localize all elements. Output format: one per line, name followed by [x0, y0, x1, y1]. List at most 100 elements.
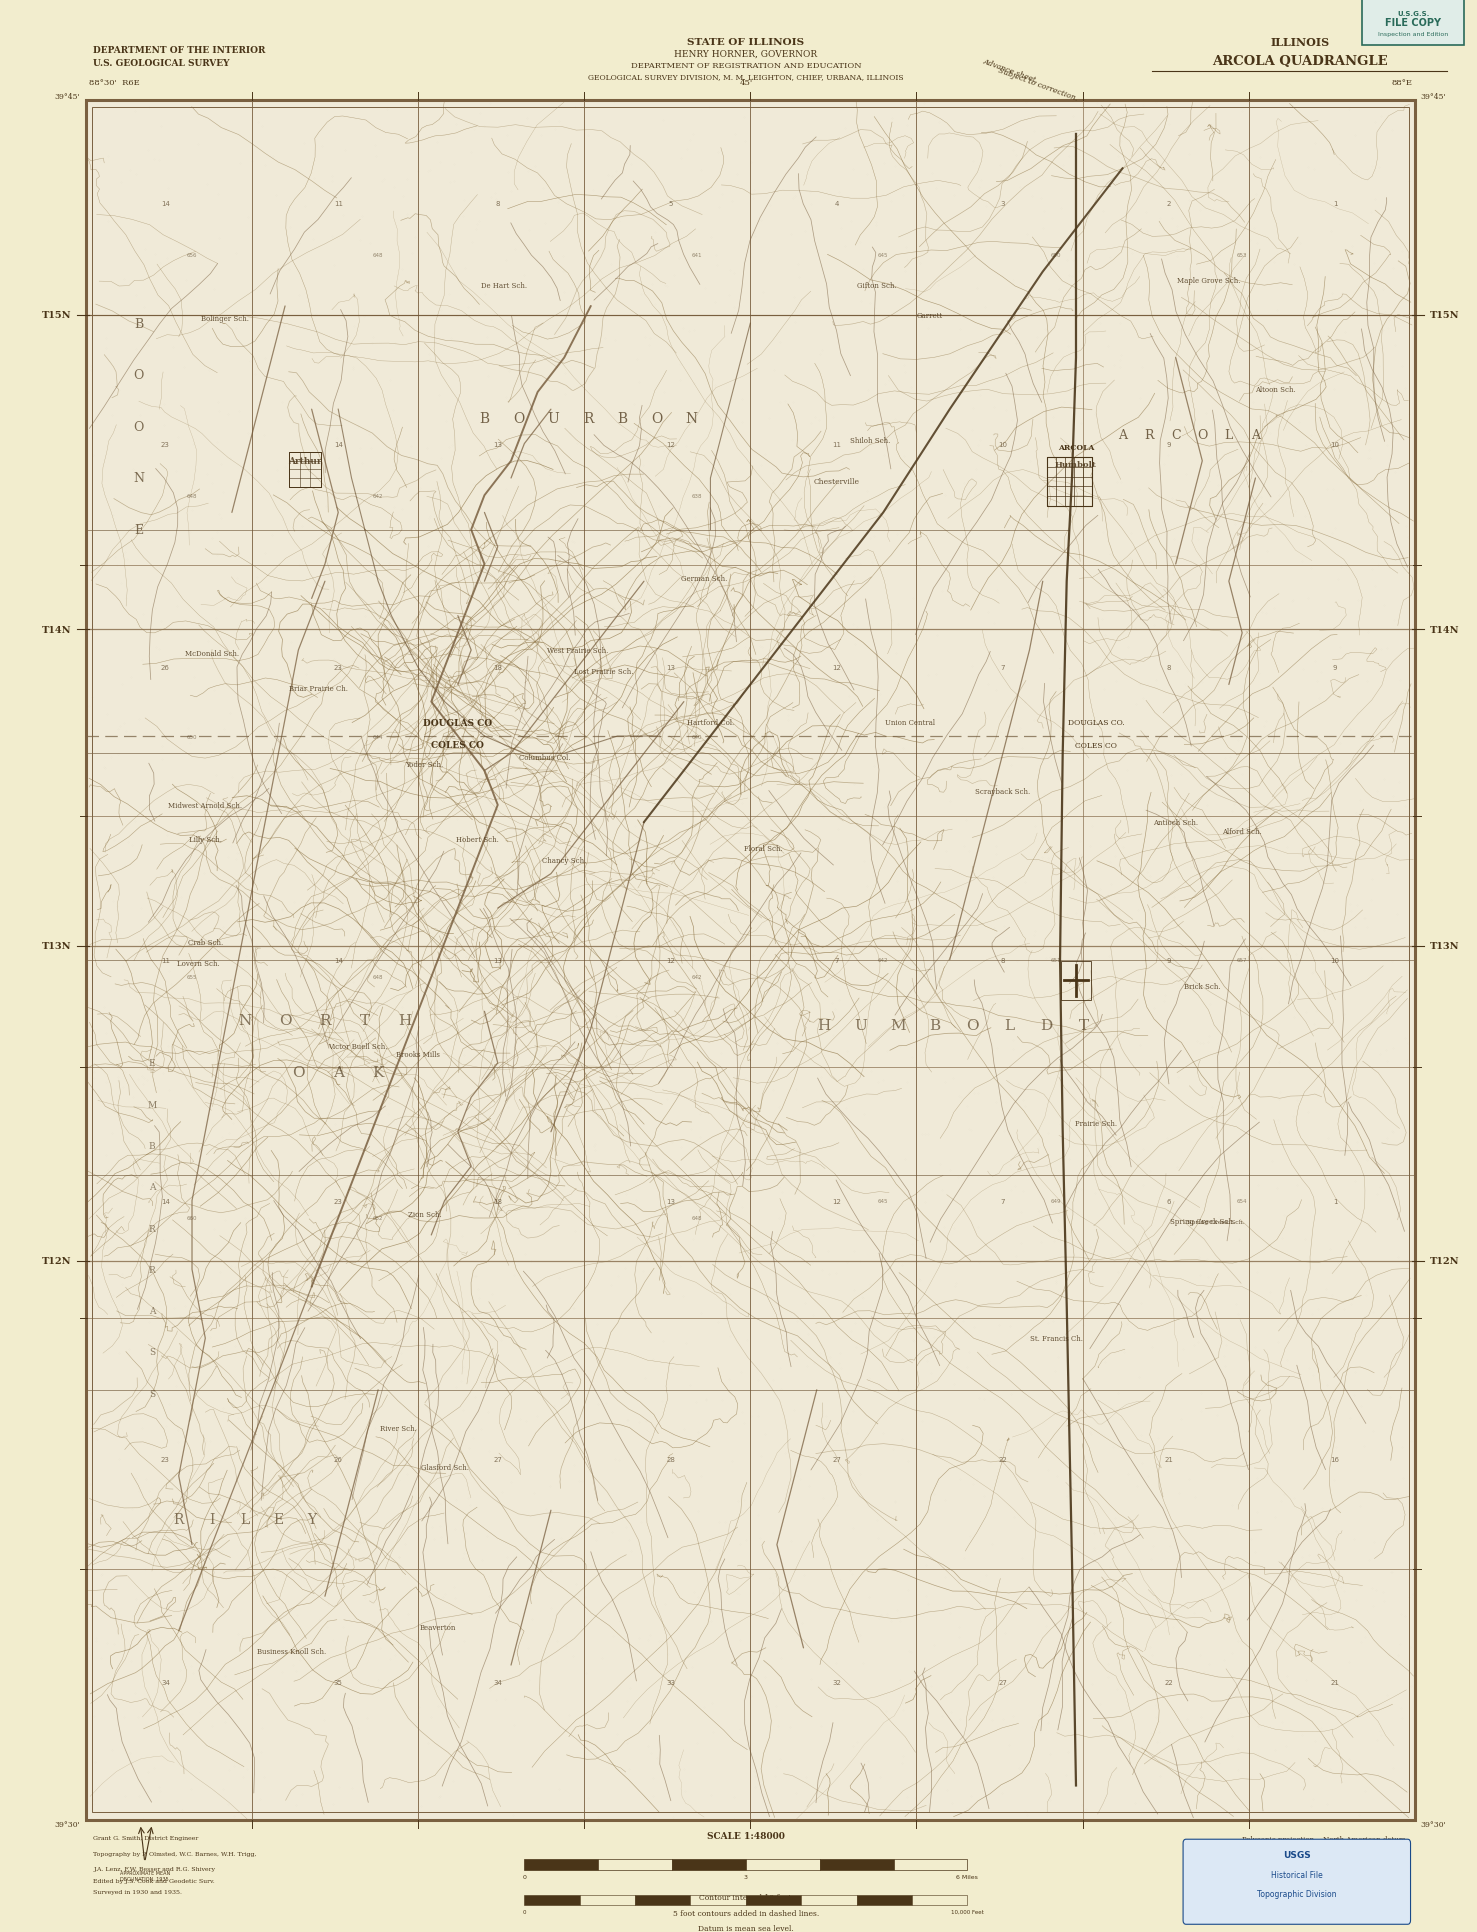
Bar: [894, 1859, 967, 1870]
Text: T12N: T12N: [41, 1256, 71, 1265]
Text: O: O: [1196, 429, 1208, 442]
Text: A: A: [149, 1306, 155, 1316]
Bar: [579, 1895, 635, 1905]
Text: D: D: [1041, 1018, 1053, 1032]
Bar: [672, 1859, 746, 1870]
Text: 8: 8: [1167, 665, 1171, 670]
Text: GEOLOGICAL SURVEY DIVISION, M. M. LEIGHTON, CHIEF, URBANA, ILLINOIS: GEOLOGICAL SURVEY DIVISION, M. M. LEIGHT…: [588, 73, 904, 81]
Text: A: A: [332, 1065, 344, 1078]
Text: SCALE 1:48000: SCALE 1:48000: [707, 1832, 784, 1841]
Text: Topography by P. Olmsted, W.C. Barnes, W.H. Trigg,: Topography by P. Olmsted, W.C. Barnes, W…: [93, 1851, 257, 1857]
Text: 648: 648: [691, 1215, 703, 1221]
Text: 26: 26: [334, 1457, 343, 1463]
Text: R: R: [1145, 429, 1154, 442]
Text: 34: 34: [493, 1679, 502, 1685]
Text: 39°45': 39°45': [55, 93, 80, 100]
Text: U: U: [854, 1018, 867, 1032]
Text: T13N: T13N: [1430, 943, 1459, 951]
Text: Alford Sch.: Alford Sch.: [1223, 827, 1261, 835]
Text: ILLINOIS: ILLINOIS: [1270, 37, 1329, 48]
Text: 23: 23: [161, 440, 170, 448]
Text: 9: 9: [1167, 956, 1171, 964]
Text: Historical File: Historical File: [1270, 1870, 1323, 1878]
Text: 14: 14: [161, 201, 170, 207]
Text: 13: 13: [493, 956, 502, 964]
Text: N: N: [239, 1014, 251, 1028]
Text: N: N: [133, 471, 145, 485]
Text: McDonald Sch.: McDonald Sch.: [185, 651, 239, 659]
Text: T: T: [360, 1014, 369, 1028]
Bar: [524, 1895, 579, 1905]
Text: 638: 638: [691, 493, 703, 498]
Text: 27: 27: [832, 1457, 842, 1463]
Text: Y: Y: [307, 1513, 316, 1526]
Text: USGS: USGS: [1284, 1851, 1310, 1859]
Text: 4: 4: [835, 201, 839, 207]
Text: 642: 642: [691, 976, 703, 980]
Text: 32: 32: [832, 1679, 842, 1685]
Text: Hartford Col.: Hartford Col.: [687, 719, 734, 726]
Text: N: N: [685, 412, 699, 425]
Text: 2: 2: [1167, 201, 1171, 207]
Text: 656: 656: [186, 253, 198, 257]
Text: 10,000 Feet: 10,000 Feet: [951, 1909, 984, 1915]
Text: West Prairie Sch.: West Prairie Sch.: [546, 647, 609, 655]
Text: Humbolt: Humbolt: [1055, 462, 1097, 469]
Text: River Sch.: River Sch.: [380, 1424, 417, 1432]
Text: 0: 0: [523, 1909, 526, 1915]
Text: STATE OF ILLINOIS: STATE OF ILLINOIS: [687, 39, 805, 46]
Text: DOUGLAS CO.: DOUGLAS CO.: [1068, 719, 1124, 726]
Text: 8: 8: [1000, 956, 1006, 964]
Text: Chesterville: Chesterville: [814, 479, 860, 487]
Text: 1: 1: [1332, 201, 1338, 207]
Text: B: B: [480, 412, 489, 425]
Text: E: E: [149, 1059, 155, 1068]
Bar: [801, 1895, 857, 1905]
Text: 39°30': 39°30': [1421, 1820, 1446, 1828]
Text: O: O: [966, 1018, 979, 1032]
Text: DEPARTMENT OF THE INTERIOR: DEPARTMENT OF THE INTERIOR: [93, 46, 266, 54]
Text: 39°45': 39°45': [1421, 93, 1446, 100]
Text: 648: 648: [372, 976, 384, 980]
Text: 34: 34: [161, 1679, 170, 1685]
Text: 13: 13: [493, 440, 502, 448]
Bar: [288, 452, 321, 487]
Text: ARCOLA QUADRANGLE: ARCOLA QUADRANGLE: [1213, 56, 1387, 68]
Bar: [746, 1859, 820, 1870]
Text: R: R: [319, 1014, 331, 1028]
Text: Chancy Sch.: Chancy Sch.: [542, 856, 586, 864]
Text: Glasford Sch.: Glasford Sch.: [421, 1463, 468, 1472]
Text: U: U: [548, 412, 560, 425]
Text: Lovern Sch.: Lovern Sch.: [177, 960, 220, 968]
Text: Inspection and Edition: Inspection and Edition: [1378, 33, 1449, 37]
Text: 645: 645: [877, 253, 889, 257]
Bar: [857, 1895, 911, 1905]
Bar: [635, 1895, 690, 1905]
Text: 14: 14: [334, 440, 343, 448]
Text: 7: 7: [1000, 1198, 1006, 1204]
Text: U.S. GEOLOGICAL SURVEY: U.S. GEOLOGICAL SURVEY: [93, 60, 229, 68]
Text: J.A. Lenz, F.W. Besser and R.G. Shivery: J.A. Lenz, F.W. Besser and R.G. Shivery: [93, 1866, 216, 1872]
Text: 23: 23: [334, 1198, 343, 1204]
Text: S: S: [149, 1389, 155, 1399]
Text: Advance sheet.: Advance sheet.: [982, 58, 1040, 85]
Text: 657: 657: [1236, 958, 1248, 962]
Text: B: B: [617, 412, 628, 425]
Text: 18: 18: [493, 1198, 502, 1204]
Text: L: L: [241, 1513, 250, 1526]
Bar: [524, 1859, 598, 1870]
Text: 88°30'  R6E: 88°30' R6E: [89, 79, 139, 87]
Text: 9: 9: [1332, 665, 1338, 670]
Text: Hobert Sch.: Hobert Sch.: [456, 837, 499, 844]
FancyBboxPatch shape: [1362, 0, 1464, 46]
Text: 652: 652: [372, 1215, 384, 1221]
Text: 644: 644: [372, 734, 384, 740]
Text: COLES CO: COLES CO: [431, 740, 484, 750]
Text: T13N: T13N: [41, 943, 71, 951]
Text: 3: 3: [1000, 201, 1006, 207]
Text: 7: 7: [1000, 665, 1006, 670]
Bar: [911, 1895, 967, 1905]
Text: 23: 23: [161, 1457, 170, 1463]
Text: 21: 21: [1164, 1457, 1174, 1463]
Text: Scrayback Sch.: Scrayback Sch.: [975, 788, 1031, 796]
